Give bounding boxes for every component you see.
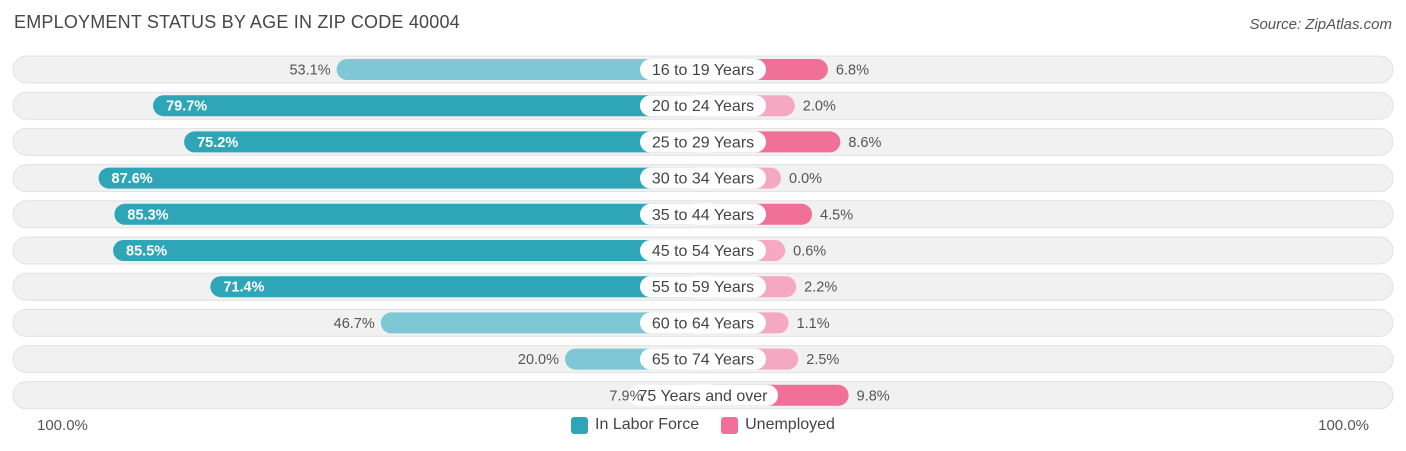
category-label: 25 to 29 Years bbox=[652, 134, 754, 151]
axis-right-label: 100.0% bbox=[1318, 417, 1369, 434]
category-label: 75 Years and over bbox=[639, 388, 769, 405]
category-label: 55 to 59 Years bbox=[652, 279, 754, 296]
legend-item-labor-force: In Labor Force bbox=[571, 416, 699, 434]
unemployed-value-label: 9.8% bbox=[857, 388, 890, 404]
labor-force-bar bbox=[114, 203, 704, 225]
unemployed-value-label: 0.0% bbox=[789, 171, 822, 187]
labor-force-value-label: 79.7% bbox=[166, 99, 207, 115]
category-label: 35 to 44 Years bbox=[652, 207, 754, 224]
labor-force-bar bbox=[184, 131, 703, 153]
category-pill bbox=[640, 276, 766, 298]
labor-force-value-label: 71.4% bbox=[223, 280, 264, 296]
labor-force-value-label: 85.3% bbox=[127, 207, 168, 223]
category-pill bbox=[640, 59, 766, 80]
unemployed-value-label: 2.5% bbox=[806, 352, 839, 368]
unemployed-value-label: 2.0% bbox=[803, 99, 836, 115]
axis-left-label: 100.0% bbox=[37, 417, 88, 434]
category-pill bbox=[640, 131, 766, 153]
category-label: 65 to 74 Years bbox=[652, 352, 754, 369]
labor-force-bar bbox=[336, 59, 703, 80]
diverging-bar-chart: 16 to 19 Years 53.1% 6.8% 20 to 24 Years 79.… bbox=[12, 55, 1394, 410]
labor-force-value-label: 53.1% bbox=[289, 63, 330, 79]
labor-force-bar bbox=[98, 167, 703, 189]
unemployed-value-label: 6.8% bbox=[836, 63, 869, 79]
labor-force-value-label: 85.5% bbox=[126, 244, 167, 260]
unemployed-value-label: 4.5% bbox=[820, 207, 853, 223]
category-label: 45 to 54 Years bbox=[652, 243, 754, 260]
category-label: 16 to 19 Years bbox=[652, 62, 754, 79]
category-pill bbox=[640, 240, 766, 261]
labor-force-bar bbox=[153, 95, 703, 117]
legend-swatch-labor-force bbox=[571, 416, 589, 434]
category-pill bbox=[640, 203, 766, 225]
labor-force-value-label: 20.0% bbox=[518, 352, 559, 368]
legend-label-unemployed: Unemployed bbox=[745, 416, 835, 433]
legend-item-unemployed: Unemployed bbox=[721, 416, 835, 434]
unemployed-value-label: 1.1% bbox=[797, 316, 830, 332]
labor-force-value-label: 46.7% bbox=[334, 316, 375, 332]
unemployed-value-label: 0.6% bbox=[793, 244, 826, 260]
legend: In Labor Force Unemployed bbox=[0, 416, 1406, 434]
category-label: 30 to 34 Years bbox=[652, 171, 754, 188]
unemployed-value-label: 8.6% bbox=[848, 135, 881, 151]
chart-title: EMPLOYMENT STATUS BY AGE IN ZIP CODE 400… bbox=[14, 12, 460, 32]
labor-force-bar bbox=[380, 312, 703, 334]
labor-force-value-label: 87.6% bbox=[112, 171, 153, 187]
category-pill bbox=[640, 167, 766, 189]
legend-label-labor-force: In Labor Force bbox=[595, 416, 700, 433]
category-label: 20 to 24 Years bbox=[652, 98, 754, 115]
category-pill bbox=[628, 384, 778, 406]
category-label: 60 to 64 Years bbox=[652, 315, 754, 332]
unemployed-value-label: 2.2% bbox=[804, 280, 837, 296]
labor-force-value-label: 7.9% bbox=[609, 388, 642, 404]
labor-force-bar bbox=[113, 240, 704, 261]
category-pill bbox=[640, 312, 766, 334]
category-pill bbox=[640, 348, 766, 370]
labor-force-value-label: 75.2% bbox=[197, 135, 238, 151]
source-note: Source: ZipAtlas.com bbox=[1249, 16, 1392, 33]
labor-force-bar bbox=[210, 276, 703, 298]
category-pill bbox=[640, 95, 766, 117]
legend-swatch-unemployed bbox=[721, 416, 739, 434]
